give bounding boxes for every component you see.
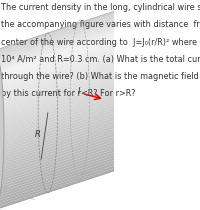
Polygon shape bbox=[0, 147, 123, 191]
Ellipse shape bbox=[0, 50, 4, 210]
Polygon shape bbox=[0, 43, 123, 88]
Polygon shape bbox=[0, 24, 123, 69]
Polygon shape bbox=[0, 35, 123, 80]
Text: through the wire? (b) What is the magnetic field produced: through the wire? (b) What is the magnet… bbox=[1, 72, 200, 81]
Text: The current density in the long, cylindrical wire shown in: The current density in the long, cylindr… bbox=[1, 3, 200, 12]
Polygon shape bbox=[0, 136, 123, 181]
Polygon shape bbox=[0, 139, 123, 183]
Polygon shape bbox=[0, 104, 123, 149]
Polygon shape bbox=[0, 165, 123, 210]
Polygon shape bbox=[0, 96, 123, 141]
Text: I: I bbox=[78, 87, 80, 96]
Polygon shape bbox=[0, 85, 123, 130]
Polygon shape bbox=[0, 83, 123, 127]
Polygon shape bbox=[0, 80, 123, 125]
Polygon shape bbox=[0, 123, 123, 167]
Polygon shape bbox=[0, 64, 123, 109]
Polygon shape bbox=[0, 112, 123, 157]
Text: 10⁴ A/m² and R=0.3 cm. (a) What is the total current: 10⁴ A/m² and R=0.3 cm. (a) What is the t… bbox=[1, 55, 200, 64]
Polygon shape bbox=[0, 48, 123, 93]
Polygon shape bbox=[0, 155, 123, 199]
Polygon shape bbox=[0, 163, 123, 207]
Polygon shape bbox=[0, 77, 123, 122]
Polygon shape bbox=[0, 46, 123, 90]
Polygon shape bbox=[0, 22, 123, 66]
Polygon shape bbox=[0, 141, 123, 186]
Polygon shape bbox=[0, 27, 123, 72]
Polygon shape bbox=[0, 11, 123, 56]
Polygon shape bbox=[0, 160, 123, 205]
Polygon shape bbox=[0, 125, 123, 170]
Text: the accompanying figure varies with distance  from the: the accompanying figure varies with dist… bbox=[1, 20, 200, 29]
Polygon shape bbox=[0, 144, 123, 189]
Polygon shape bbox=[0, 128, 123, 173]
Polygon shape bbox=[0, 54, 123, 98]
Polygon shape bbox=[0, 131, 123, 175]
Polygon shape bbox=[0, 152, 123, 197]
Polygon shape bbox=[0, 88, 123, 133]
Polygon shape bbox=[0, 16, 123, 61]
Polygon shape bbox=[0, 133, 123, 178]
Polygon shape bbox=[0, 99, 123, 143]
Polygon shape bbox=[0, 19, 123, 64]
Polygon shape bbox=[0, 157, 123, 202]
Polygon shape bbox=[0, 117, 123, 162]
Text: R: R bbox=[35, 130, 41, 139]
Polygon shape bbox=[0, 72, 123, 117]
Polygon shape bbox=[0, 115, 123, 159]
Polygon shape bbox=[0, 107, 123, 151]
Polygon shape bbox=[0, 75, 123, 119]
Polygon shape bbox=[0, 67, 123, 112]
Polygon shape bbox=[0, 70, 123, 114]
Polygon shape bbox=[0, 101, 123, 146]
Polygon shape bbox=[0, 149, 123, 194]
Text: center of the wire according to  J=J₀(r/R)² where  J₀=3×: center of the wire according to J=J₀(r/R… bbox=[1, 38, 200, 47]
Polygon shape bbox=[0, 32, 123, 77]
Polygon shape bbox=[0, 30, 123, 74]
Polygon shape bbox=[0, 56, 123, 101]
Polygon shape bbox=[0, 40, 123, 85]
Polygon shape bbox=[0, 109, 123, 154]
Polygon shape bbox=[0, 120, 123, 165]
Text: by this current for r<R? For r>R?: by this current for r<R? For r>R? bbox=[1, 89, 136, 98]
Polygon shape bbox=[0, 14, 123, 58]
Polygon shape bbox=[0, 91, 123, 135]
Polygon shape bbox=[0, 59, 123, 104]
Polygon shape bbox=[0, 38, 123, 82]
Polygon shape bbox=[0, 93, 123, 138]
Polygon shape bbox=[0, 51, 123, 96]
Polygon shape bbox=[0, 62, 123, 106]
Polygon shape bbox=[0, 8, 123, 53]
